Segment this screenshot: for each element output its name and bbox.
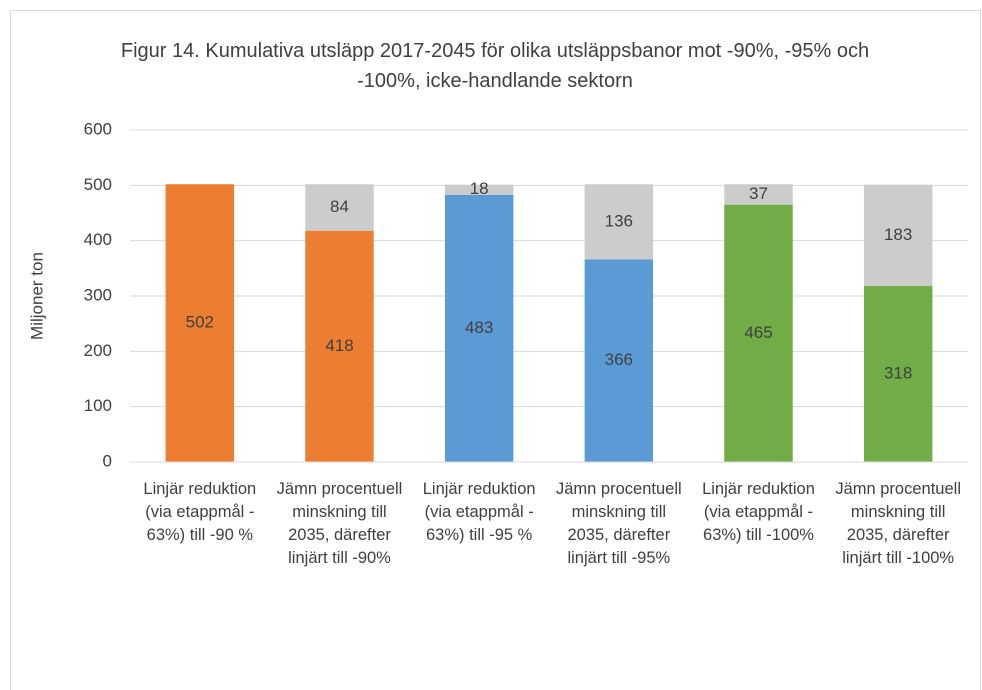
bar-segment — [305, 184, 374, 231]
data-label: 318 — [884, 364, 912, 383]
y-tick-label: 300 — [84, 285, 112, 304]
bar-segment — [444, 184, 514, 195]
bar-segment — [584, 184, 654, 260]
x-tick-label: Jämn procentuell minskning till 2035, dä… — [835, 480, 961, 567]
bar-segment — [165, 184, 235, 462]
x-tick-label: Jämn procentuell minskning till 2035, dä… — [556, 480, 682, 567]
data-label: 18 — [470, 179, 489, 198]
y-tick-label: 500 — [84, 175, 112, 194]
bar-segment — [724, 204, 793, 462]
bar-segment — [444, 194, 514, 463]
data-label: 418 — [325, 336, 353, 355]
bar-segment — [584, 259, 654, 462]
y-tick-label: 0 — [103, 451, 112, 470]
bar-segment — [724, 184, 793, 205]
bar-segment — [863, 184, 933, 287]
y-axis-label: Miljoner ton — [27, 252, 46, 340]
data-label: 183 — [884, 225, 912, 244]
data-label: 465 — [744, 323, 772, 342]
data-label: 136 — [605, 211, 633, 230]
bar-segment — [863, 286, 933, 462]
x-tick-label: Linjär reduktion (via etappmål - 63%) ti… — [702, 480, 815, 544]
y-tick-label: 100 — [84, 396, 112, 415]
bar-segment — [305, 230, 374, 462]
data-label: 483 — [465, 318, 493, 337]
y-tick-label: 600 — [84, 119, 112, 138]
x-tick-label: Linjär reduktion (via etappmål - 63%) ti… — [143, 480, 257, 544]
data-label: 84 — [330, 197, 349, 216]
data-label: 37 — [749, 184, 768, 203]
y-tick-label: 200 — [84, 341, 112, 360]
y-tick-label: 400 — [84, 230, 112, 249]
x-tick-label: Linjär reduktion (via etappmål - 63%) ti… — [422, 480, 536, 544]
chart-title: Figur 14. Kumulativa utsläpp 2017-2045 f… — [120, 40, 870, 92]
data-label: 502 — [186, 313, 214, 332]
data-label: 366 — [605, 350, 633, 369]
x-tick-label: Jämn procentuell minskning till 2035, dä… — [276, 480, 403, 567]
chart-frame — [10, 10, 981, 690]
